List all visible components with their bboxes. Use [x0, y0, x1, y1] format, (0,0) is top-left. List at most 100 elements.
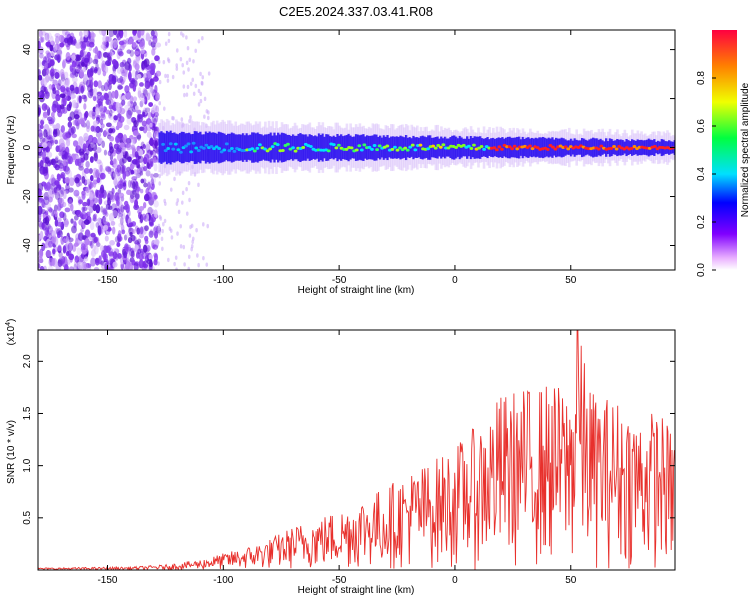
noise-cell	[75, 66, 80, 73]
noise-cell	[109, 109, 113, 117]
ridge-cell	[405, 148, 410, 152]
noise-cell	[142, 87, 148, 97]
noise-cell	[116, 200, 120, 207]
ridge-cell	[359, 148, 364, 152]
ridge-cell	[270, 145, 275, 149]
noise-cell	[144, 78, 149, 83]
noise-cell	[78, 148, 85, 156]
noise-cell	[93, 245, 99, 255]
sparse-noise-cell	[191, 239, 194, 245]
noise-cell	[121, 229, 126, 235]
y-tick-label: -20	[22, 189, 33, 204]
signal-band	[321, 133, 325, 162]
noise-cell	[133, 136, 137, 144]
noise-cell	[105, 128, 109, 135]
noise-cell	[107, 190, 114, 201]
noise-cell	[114, 89, 119, 100]
noise-cell	[65, 86, 69, 92]
noise-cell	[121, 224, 125, 233]
noise-cell	[127, 71, 132, 81]
ridge-cell	[652, 145, 657, 149]
noise-cell	[137, 113, 143, 120]
noise-cell	[101, 30, 107, 37]
noise-cell	[143, 58, 150, 68]
noise-cell	[136, 109, 142, 115]
noise-cell	[67, 196, 74, 204]
noise-cell	[146, 161, 150, 169]
noise-cell	[153, 163, 158, 172]
sparse-noise-cell	[201, 75, 205, 80]
snr-y-multiplier: (x104)	[5, 319, 17, 346]
noise-cell	[152, 37, 158, 44]
noise-cell	[120, 142, 125, 149]
ridge-cell	[438, 145, 443, 149]
noise-cell	[143, 96, 148, 105]
noise-cell	[117, 84, 123, 91]
signal-band	[417, 137, 421, 158]
noise-cell	[150, 35, 157, 40]
ridge-cell	[219, 150, 224, 154]
noise-cell	[60, 71, 65, 77]
noise-cell	[129, 164, 135, 170]
ridge-cell	[250, 147, 255, 151]
noise-cell	[139, 40, 145, 50]
sparse-noise-cell	[183, 262, 186, 267]
noise-cell	[69, 84, 75, 92]
noise-cell	[76, 247, 81, 256]
noise-cell	[54, 157, 59, 164]
sparse-noise-cell	[199, 91, 203, 97]
ridge-cell	[398, 146, 402, 150]
ridge-cell	[214, 145, 219, 149]
noise-cell	[39, 124, 44, 130]
noise-cell	[50, 71, 55, 80]
noise-cell	[120, 206, 124, 214]
noise-cell	[59, 211, 65, 219]
noise-cell	[103, 92, 109, 101]
noise-cell	[130, 169, 135, 175]
spectrogram-y-ticks: -40 -20 0 20 40	[22, 44, 675, 253]
noise-cell	[117, 230, 122, 238]
noise-cell	[113, 39, 118, 49]
noise-cell	[45, 202, 51, 210]
noise-cell	[41, 242, 46, 252]
noise-cell	[63, 165, 70, 172]
noise-cell	[53, 127, 58, 135]
noise-cell	[38, 220, 43, 228]
noise-cell	[67, 237, 74, 243]
ridge-cell	[466, 144, 471, 148]
sparse-noise-cell	[192, 91, 196, 97]
noise-cell	[148, 102, 154, 107]
noise-cell	[152, 30, 158, 39]
noise-cell	[136, 227, 143, 235]
snr-panel: -150 -100 -50 0 50 0.5 1.0 1.5 2.0 Height of st…	[5, 319, 676, 596]
ridge-cell	[227, 149, 232, 153]
noise-cell	[74, 158, 80, 166]
noise-cell	[38, 129, 43, 138]
noise-cell	[77, 39, 82, 47]
noise-cell	[46, 229, 50, 239]
noise-cell	[97, 226, 102, 236]
noise-cell	[38, 146, 42, 153]
noise-cell	[69, 72, 76, 79]
ridge-cell	[612, 145, 616, 149]
noise-cell	[124, 143, 131, 149]
sparse-noise-cell	[164, 73, 167, 79]
noise-cell	[83, 152, 89, 161]
noise-cell	[46, 215, 51, 222]
sparse-noise-cell	[197, 102, 201, 107]
noise-cell	[149, 66, 155, 75]
ridge-cell	[255, 146, 260, 150]
snr-x-ticks: -150 -100 -50 0 50	[97, 330, 577, 586]
noise-cell	[80, 228, 84, 233]
y-tick-label: -40	[22, 238, 33, 253]
noise-cell	[94, 189, 99, 198]
signal-band	[171, 133, 175, 163]
noise-cell	[139, 30, 145, 36]
sparse-noise-cell	[190, 247, 193, 252]
noise-cell	[129, 95, 134, 105]
signal-band	[169, 130, 173, 165]
noise-cell	[48, 84, 53, 90]
noise-cell	[50, 208, 54, 217]
noise-cell	[86, 178, 91, 185]
noise-cell	[91, 112, 96, 120]
